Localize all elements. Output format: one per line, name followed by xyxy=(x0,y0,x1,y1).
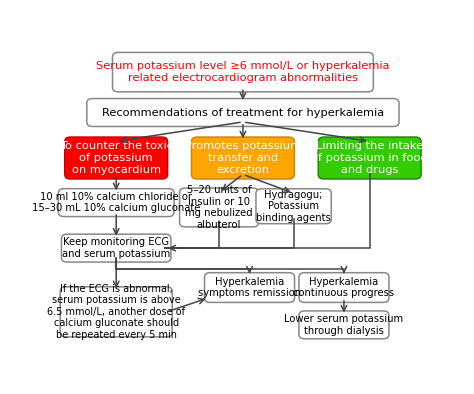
FancyBboxPatch shape xyxy=(60,287,172,337)
FancyBboxPatch shape xyxy=(112,52,374,92)
Text: Lower serum potassium
through dialysis: Lower serum potassium through dialysis xyxy=(284,314,403,336)
Text: Limiting the intake
of potassium in food
and drugs: Limiting the intake of potassium in food… xyxy=(311,141,428,175)
FancyBboxPatch shape xyxy=(256,189,331,224)
Text: Hyperkalemia
continuous progress: Hyperkalemia continuous progress xyxy=(293,277,394,298)
Text: 5–20 units of
insulin or 10
mg nebulized
albuterol: 5–20 units of insulin or 10 mg nebulized… xyxy=(185,185,253,230)
Text: 10 ml 10% calcium chloride or
15–30 mL 10% calcium gluconate: 10 ml 10% calcium chloride or 15–30 mL 1… xyxy=(32,192,201,214)
Text: Promotes potassium
transfer and
excretion: Promotes potassium transfer and excretio… xyxy=(185,141,301,175)
Text: Hydragogu;
Potassium
binding agents: Hydragogu; Potassium binding agents xyxy=(256,190,331,223)
FancyBboxPatch shape xyxy=(205,273,294,303)
FancyBboxPatch shape xyxy=(318,137,421,179)
Text: Serum potassium level ≥6 mmol/L or hyperkalemia
related electrocardiogram abnorm: Serum potassium level ≥6 mmol/L or hyper… xyxy=(96,61,390,83)
Text: Keep monitoring ECG
and serum potassium: Keep monitoring ECG and serum potassium xyxy=(62,237,170,259)
FancyBboxPatch shape xyxy=(299,273,389,303)
FancyBboxPatch shape xyxy=(299,311,389,339)
Text: To counter the toxic
of potassium
on myocardium: To counter the toxic of potassium on myo… xyxy=(60,141,173,175)
Text: If the ECG is abnormal,
serum potassium is above
6.5 mmol/L, another dose of
cal: If the ECG is abnormal, serum potassium … xyxy=(47,284,185,340)
FancyBboxPatch shape xyxy=(62,234,171,262)
FancyBboxPatch shape xyxy=(65,137,168,179)
Text: Hyperkalemia
symptoms remission: Hyperkalemia symptoms remission xyxy=(198,277,301,298)
FancyBboxPatch shape xyxy=(180,188,258,227)
FancyBboxPatch shape xyxy=(58,189,174,217)
FancyBboxPatch shape xyxy=(191,137,294,179)
FancyBboxPatch shape xyxy=(87,98,399,126)
Text: Recommendations of treatment for hyperkalemia: Recommendations of treatment for hyperka… xyxy=(102,108,384,117)
